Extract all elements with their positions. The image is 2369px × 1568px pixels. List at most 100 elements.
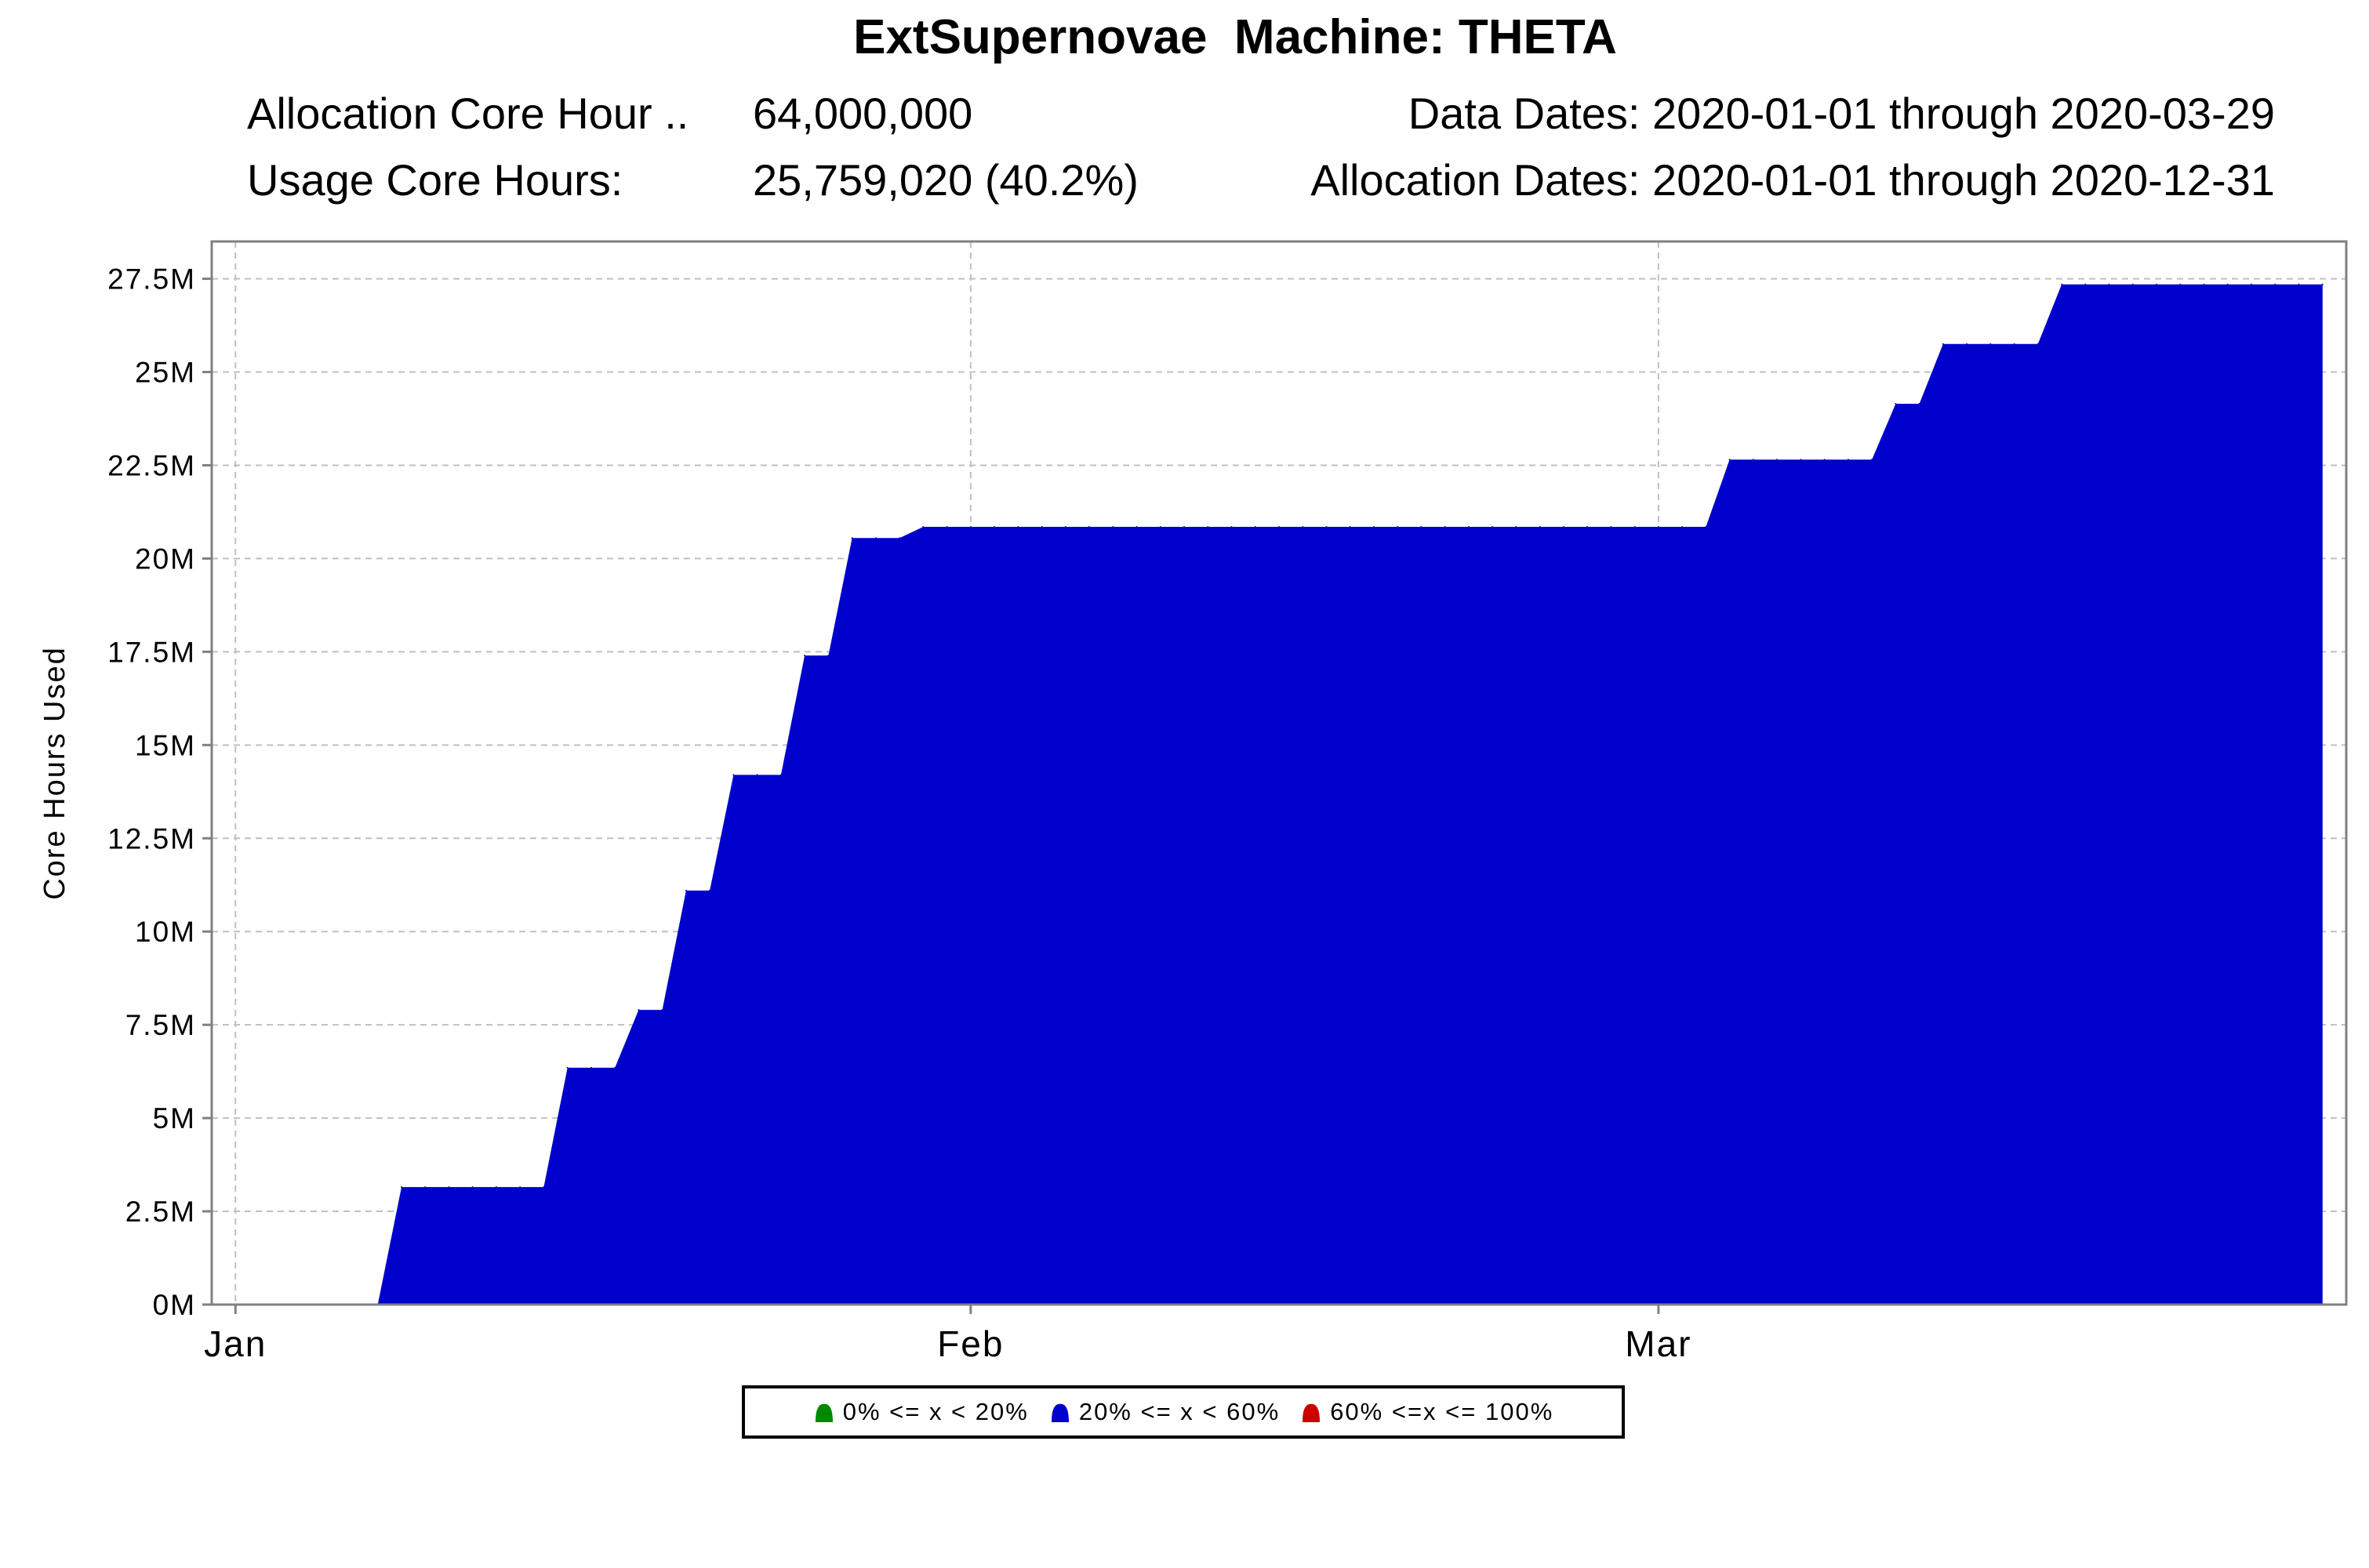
data-point (2013, 343, 2015, 345)
y-tick-label: 27.5M (107, 263, 196, 296)
legend-label: 0% <= x < 20% (842, 1398, 1029, 1425)
chart-title: ExtSupernovae Machine: THETA (853, 10, 1617, 64)
data-point (2084, 283, 2087, 285)
data-point (1373, 526, 1375, 528)
data-point (590, 1066, 592, 1069)
data-point (1397, 526, 1399, 528)
data-point (1657, 526, 1659, 528)
data-point (994, 526, 996, 528)
bell-icon (1051, 1403, 1069, 1422)
x-axis: Jan Feb Mar (204, 1305, 1691, 1364)
data-point (946, 526, 948, 528)
y-tick-label: 22.5M (107, 449, 196, 481)
data-point (1728, 459, 1731, 461)
legend: 0% <= x < 20% 20% <= x < 60% 60% <=x <= 10… (742, 1385, 1625, 1439)
allocation-label: Allocation Core Hour .. (247, 89, 689, 138)
usage-area-series (235, 284, 2323, 1305)
data-point (969, 526, 972, 528)
data-point (756, 774, 758, 776)
data-point (2108, 283, 2110, 285)
data-point (709, 889, 711, 891)
data-point (1207, 526, 1209, 528)
bell-icon (815, 1403, 833, 1422)
legend-item: 0% <= x < 20% (813, 1398, 1029, 1426)
plot-frame (210, 240, 2348, 1306)
data-point (1823, 459, 1826, 461)
data-point (1088, 526, 1090, 528)
data-point (495, 1186, 497, 1189)
data-point (1681, 526, 1684, 528)
legend-label: 60% <=x <= 100% (1330, 1398, 1554, 1425)
data-point (2156, 283, 2157, 285)
data-point (1112, 526, 1114, 528)
data-point (2274, 283, 2276, 285)
data-point (1989, 343, 1992, 345)
y-axis: 0M 2.5M 5M 7.5M 10M 12.5M 15M 17.5M 20M 22.5M 25M 2… (107, 263, 212, 1321)
data-point (1254, 526, 1256, 528)
y-tick-label: 5M (153, 1102, 196, 1134)
data-point (779, 774, 782, 776)
data-point (566, 1066, 569, 1069)
data-point (1752, 459, 1754, 461)
x-tick-label: Feb (937, 1323, 1004, 1364)
data-point (2226, 283, 2229, 285)
data-point (519, 1186, 521, 1189)
data-point (1064, 526, 1066, 528)
data-point (1895, 403, 1897, 405)
data-point (1444, 526, 1446, 528)
data-point (471, 1186, 474, 1189)
allocation-value: 64,000,000 (753, 89, 973, 138)
legend-label: 20% <= x < 60% (1078, 1398, 1281, 1425)
usage-label: Usage Core Hours: (247, 155, 623, 205)
data-dates: Data Dates: 2020-01-01 through 2020-03-2… (1408, 89, 2275, 138)
data-point (1562, 526, 1564, 528)
data-point (1586, 526, 1589, 528)
data-point (899, 537, 901, 539)
data-point (732, 774, 735, 776)
y-tick-label: 2.5M (125, 1196, 196, 1228)
data-point (1539, 526, 1541, 528)
data-point (851, 537, 853, 539)
data-point (543, 1186, 545, 1189)
data-point (1610, 526, 1612, 528)
data-point (874, 537, 877, 539)
legend-item: 20% <= x < 60% (1049, 1398, 1280, 1426)
data-point (922, 526, 925, 528)
y-tick-label: 20M (135, 543, 196, 575)
y-axis-label: Core Hours Used (38, 646, 71, 900)
usage-value: 25,759,020 (40.2%) (753, 155, 1139, 205)
data-point (1492, 526, 1494, 528)
data-point (1420, 526, 1422, 528)
data-point (2321, 283, 2324, 285)
data-point (1515, 526, 1517, 528)
data-point (2251, 283, 2252, 285)
data-point (1183, 526, 1185, 528)
data-point (638, 1009, 640, 1011)
y-tick-label: 12.5M (107, 822, 196, 855)
data-point (1135, 526, 1138, 528)
data-point (1349, 526, 1351, 528)
data-point (1633, 526, 1636, 528)
data-point (614, 1066, 616, 1069)
data-point (685, 889, 687, 891)
allocation-dates: Allocation Dates: 2020-01-01 through 202… (1310, 155, 2275, 205)
data-point (1278, 526, 1280, 528)
area-layer (234, 283, 2324, 1305)
data-point (1017, 526, 1019, 528)
data-point (1041, 526, 1043, 528)
data-point (804, 655, 806, 657)
data-point (1159, 526, 1161, 528)
data-point (2298, 283, 2300, 285)
data-point (1966, 343, 1968, 345)
data-point (661, 1009, 663, 1011)
data-point (2037, 343, 2039, 345)
data-point (1800, 459, 1802, 461)
data-point (1918, 403, 1920, 405)
data-point (2131, 283, 2134, 285)
x-tick-label: Jan (204, 1323, 267, 1364)
data-point (1942, 343, 1944, 345)
data-point (424, 1186, 427, 1189)
data-point (1847, 459, 1849, 461)
data-point (1230, 526, 1233, 528)
